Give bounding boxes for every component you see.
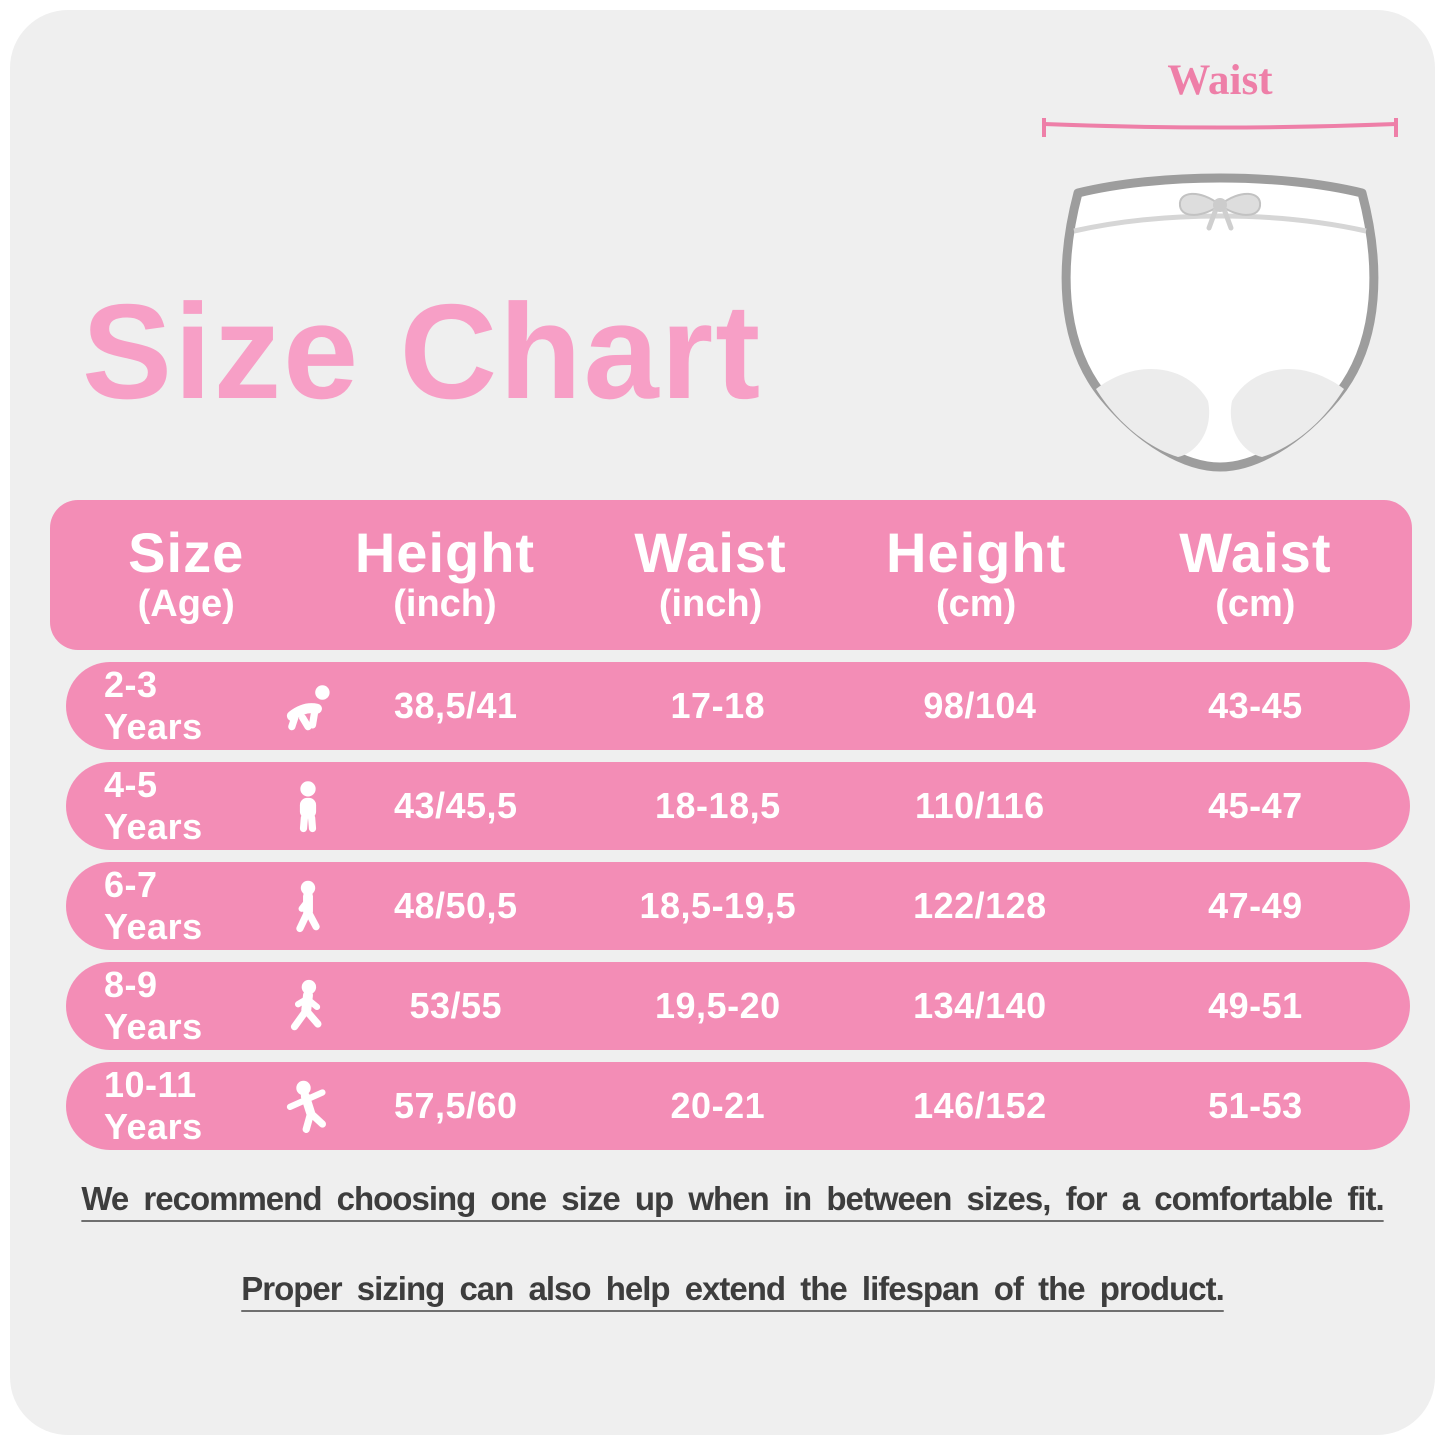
table-row: 8-9 Years 53/55 19,5-20 134/140 49-51 <box>66 962 1410 1050</box>
crawling-baby-icon <box>286 685 330 731</box>
header-waist-cm: Waist (cm) <box>1179 520 1332 625</box>
waist-inch-cell: 18-18,5 <box>655 785 781 826</box>
height-inch-cell: 38,5/41 <box>393 685 518 726</box>
height-cm-cell: 134/140 <box>913 985 1047 1026</box>
waist-cm-cell: 47-49 <box>1208 885 1303 926</box>
age-cell: 10-11 Years <box>66 1064 335 1148</box>
size-chart-card: Size Chart Waist Size (Age) He <box>10 10 1435 1435</box>
age-cell: 8-9 Years <box>66 964 335 1048</box>
walking-child-icon <box>296 880 320 933</box>
page-title: Size Chart <box>82 276 763 427</box>
header-height-inch: Height (inch) <box>354 520 536 625</box>
note-size-up: We recommend choosing one size up when i… <box>81 1180 1384 1217</box>
waist-cm-cell: 51-53 <box>1208 1085 1303 1126</box>
age-cell: 2-3 Years <box>66 664 335 748</box>
standing-toddler-icon <box>299 781 316 833</box>
table-row: 2-3 Years 38,5/41 17-18 98/104 43-45 <box>66 662 1410 750</box>
height-inch-cell: 48/50,5 <box>393 885 518 926</box>
waist-cm-cell: 43-45 <box>1208 685 1303 726</box>
waist-measure-line-icon <box>1042 118 1398 137</box>
waist-inch-cell: 17-18 <box>670 685 766 726</box>
table-row: 4-5 Years 43/45,5 18-18,5 110/116 45-47 <box>66 762 1410 850</box>
waist-cm-cell: 49-51 <box>1208 985 1303 1026</box>
underwear-briefs-icon <box>1061 173 1379 472</box>
height-cm-cell: 146/152 <box>913 1085 1047 1126</box>
header-waist-inch: Waist (inch) <box>634 520 787 625</box>
waist-inch-cell: 18,5-19,5 <box>639 885 797 926</box>
height-inch-cell: 57,5/60 <box>393 1085 518 1126</box>
height-inch-cell: 53/55 <box>409 985 503 1026</box>
size-table: Size (Age) Height (inch) Waist (inch) He… <box>50 500 1412 1162</box>
header-height-cm: Height (cm) <box>886 520 1067 625</box>
table-row: 6-7 Years 48/50,5 18,5-19,5 122/128 47-4… <box>66 862 1410 950</box>
striding-child-icon <box>290 979 322 1031</box>
note-lifespan: Proper sizing can also help extend the l… <box>241 1270 1224 1307</box>
age-cell: 4-5 Years <box>66 764 335 848</box>
header-size-age: Size (Age) <box>128 520 245 625</box>
height-cm-cell: 110/116 <box>915 785 1045 826</box>
waist-inch-cell: 20-21 <box>670 1085 766 1126</box>
waist-label: Waist <box>1167 57 1273 104</box>
table-row: 10-11 Years 57,5/60 20-21 146/152 51-53 <box>66 1062 1410 1150</box>
height-cm-cell: 98/104 <box>923 685 1037 726</box>
dancing-child-icon <box>286 1080 326 1133</box>
age-cell: 6-7 Years <box>66 864 335 948</box>
height-cm-cell: 122/128 <box>913 885 1047 926</box>
underwear-illustration: Waist <box>1038 56 1402 481</box>
table-header-row: Size (Age) Height (inch) Waist (inch) He… <box>50 500 1412 650</box>
waist-cm-cell: 45-47 <box>1208 785 1303 826</box>
height-inch-cell: 43/45,5 <box>393 785 518 826</box>
waist-inch-cell: 19,5-20 <box>655 985 781 1026</box>
